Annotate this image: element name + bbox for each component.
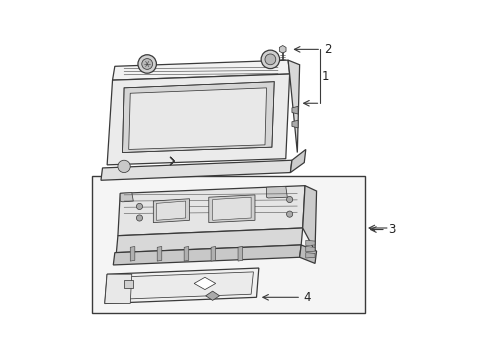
Polygon shape bbox=[184, 247, 189, 261]
Text: 3: 3 bbox=[388, 223, 395, 236]
Polygon shape bbox=[279, 45, 286, 53]
Text: 4: 4 bbox=[303, 291, 311, 304]
Polygon shape bbox=[107, 74, 290, 165]
Circle shape bbox=[142, 59, 152, 69]
Polygon shape bbox=[292, 120, 298, 128]
Polygon shape bbox=[113, 60, 290, 80]
Polygon shape bbox=[122, 82, 274, 153]
Polygon shape bbox=[211, 247, 216, 261]
Polygon shape bbox=[209, 195, 255, 222]
Polygon shape bbox=[105, 268, 259, 303]
Polygon shape bbox=[306, 247, 315, 252]
Circle shape bbox=[287, 197, 293, 203]
Circle shape bbox=[136, 215, 143, 221]
Polygon shape bbox=[129, 88, 267, 149]
Circle shape bbox=[265, 54, 276, 65]
Polygon shape bbox=[306, 253, 315, 258]
Bar bbox=[92, 176, 365, 313]
Polygon shape bbox=[267, 186, 287, 198]
Polygon shape bbox=[238, 247, 243, 261]
Circle shape bbox=[261, 50, 280, 69]
Polygon shape bbox=[291, 149, 306, 172]
Polygon shape bbox=[105, 274, 132, 303]
Polygon shape bbox=[118, 186, 305, 236]
Circle shape bbox=[138, 55, 156, 73]
Polygon shape bbox=[306, 240, 315, 246]
Polygon shape bbox=[157, 247, 162, 261]
Polygon shape bbox=[130, 247, 135, 261]
Circle shape bbox=[136, 203, 143, 210]
Polygon shape bbox=[156, 201, 186, 220]
Polygon shape bbox=[194, 277, 216, 289]
Polygon shape bbox=[124, 280, 133, 288]
Polygon shape bbox=[300, 245, 317, 264]
Text: 2: 2 bbox=[324, 43, 332, 56]
Polygon shape bbox=[120, 193, 133, 202]
Polygon shape bbox=[213, 197, 251, 220]
Polygon shape bbox=[153, 199, 190, 222]
Polygon shape bbox=[113, 245, 301, 265]
Polygon shape bbox=[288, 60, 300, 153]
Circle shape bbox=[287, 211, 293, 217]
Text: 1: 1 bbox=[322, 70, 329, 83]
Polygon shape bbox=[110, 272, 253, 300]
Polygon shape bbox=[303, 186, 317, 251]
Polygon shape bbox=[101, 160, 292, 180]
Polygon shape bbox=[117, 228, 303, 253]
Polygon shape bbox=[206, 291, 220, 300]
Circle shape bbox=[118, 160, 130, 172]
Polygon shape bbox=[292, 106, 298, 114]
